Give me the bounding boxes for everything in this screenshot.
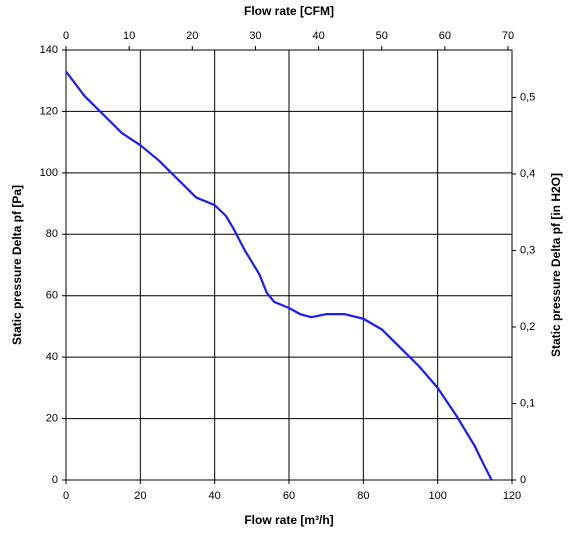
x-tick-label: 0 <box>63 490 69 502</box>
x-axis-title: Flow rate [m³/h] <box>244 513 333 527</box>
data-line <box>65 70 493 481</box>
x2-tick-label: 40 <box>312 30 324 42</box>
y2-tick-label: 0 <box>520 474 526 486</box>
x-tick-label: 20 <box>134 490 146 502</box>
x-tick-label: 80 <box>357 490 369 502</box>
y-tick-label: 40 <box>46 351 58 363</box>
y-tick-label: 60 <box>46 290 58 302</box>
x2-tick-label: 70 <box>502 30 514 42</box>
x-tick-label: 120 <box>503 490 521 502</box>
x2-tick-label: 50 <box>376 30 388 42</box>
x2-tick-label: 20 <box>186 30 198 42</box>
x2-axis-title: Flow rate [CFM] <box>244 4 334 18</box>
y-tick-label: 100 <box>40 167 58 179</box>
y-tick-label: 140 <box>40 44 58 56</box>
x-tick-label: 40 <box>209 490 221 502</box>
x-tick-label: 60 <box>283 490 295 502</box>
x2-tick-label: 10 <box>123 30 135 42</box>
y2-tick-label: 0,2 <box>520 321 535 333</box>
y-tick-label: 20 <box>46 412 58 424</box>
y-tick-label: 120 <box>40 105 58 117</box>
y2-tick-label: 0,4 <box>520 168 535 180</box>
y2-axis-title: Static pressure Delta pf [in H2O] <box>549 173 563 357</box>
x2-tick-label: 60 <box>439 30 451 42</box>
y-axis-title: Static pressure Delta pf [Pa] <box>10 185 24 345</box>
y2-tick-label: 0,5 <box>520 91 535 103</box>
x-tick-label: 100 <box>428 490 446 502</box>
y2-tick-label: 0,1 <box>520 397 535 409</box>
y-tick-label: 80 <box>46 228 58 240</box>
y-tick-label: 0 <box>52 474 58 486</box>
y2-tick-label: 0,3 <box>520 244 535 256</box>
x2-tick-label: 0 <box>63 30 69 42</box>
x2-tick-label: 30 <box>249 30 261 42</box>
